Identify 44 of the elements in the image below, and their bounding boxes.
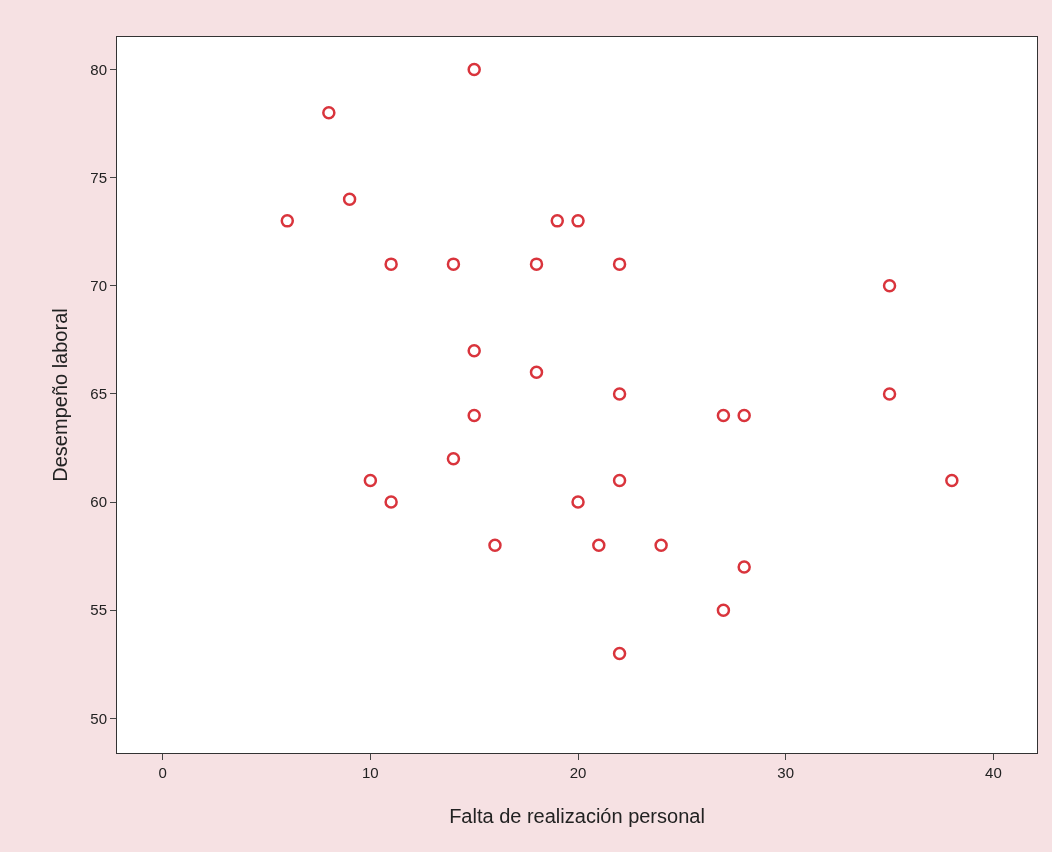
- point: [529, 365, 544, 380]
- point: [945, 473, 959, 488]
- point: [446, 257, 461, 271]
- y-tick-label: 50: [90, 709, 107, 727]
- x-tick-label: 40: [985, 764, 1002, 781]
- point: [550, 214, 565, 228]
- x-axis-title: Falta de realización personal: [449, 805, 705, 827]
- point: [571, 495, 585, 509]
- point: [571, 214, 585, 228]
- point: [612, 257, 627, 271]
- point: [384, 257, 398, 271]
- point: [467, 62, 481, 77]
- point: [592, 538, 606, 553]
- point: [342, 192, 357, 206]
- point: [467, 408, 481, 423]
- y-tick-label: 60: [90, 493, 107, 511]
- y-tick-label: 55: [90, 601, 107, 619]
- point: [363, 473, 378, 488]
- point: [882, 387, 897, 401]
- point: [737, 560, 751, 574]
- point: [322, 105, 336, 120]
- point: [467, 343, 481, 358]
- point: [716, 603, 731, 617]
- y-axis-title: Desempeño laboral: [49, 308, 71, 482]
- y-tick-label: 70: [90, 277, 107, 295]
- x-tick-label: 0: [158, 764, 167, 781]
- y-tick-label: 75: [90, 168, 107, 186]
- point: [716, 408, 731, 423]
- point: [384, 495, 398, 509]
- point: [612, 387, 627, 401]
- point: [612, 473, 627, 488]
- x-tick-label: 10: [362, 764, 379, 781]
- point: [737, 408, 751, 423]
- y-tick-label: 65: [90, 385, 107, 403]
- y-tick-label: 80: [90, 60, 107, 78]
- point: [280, 214, 295, 228]
- point: [612, 646, 627, 661]
- point: [488, 538, 502, 553]
- x-tick-label: 30: [777, 764, 795, 781]
- point: [446, 452, 461, 466]
- point: [882, 279, 897, 293]
- point: [654, 538, 668, 553]
- point: [529, 257, 544, 271]
- x-tick-label: 20: [569, 764, 587, 781]
